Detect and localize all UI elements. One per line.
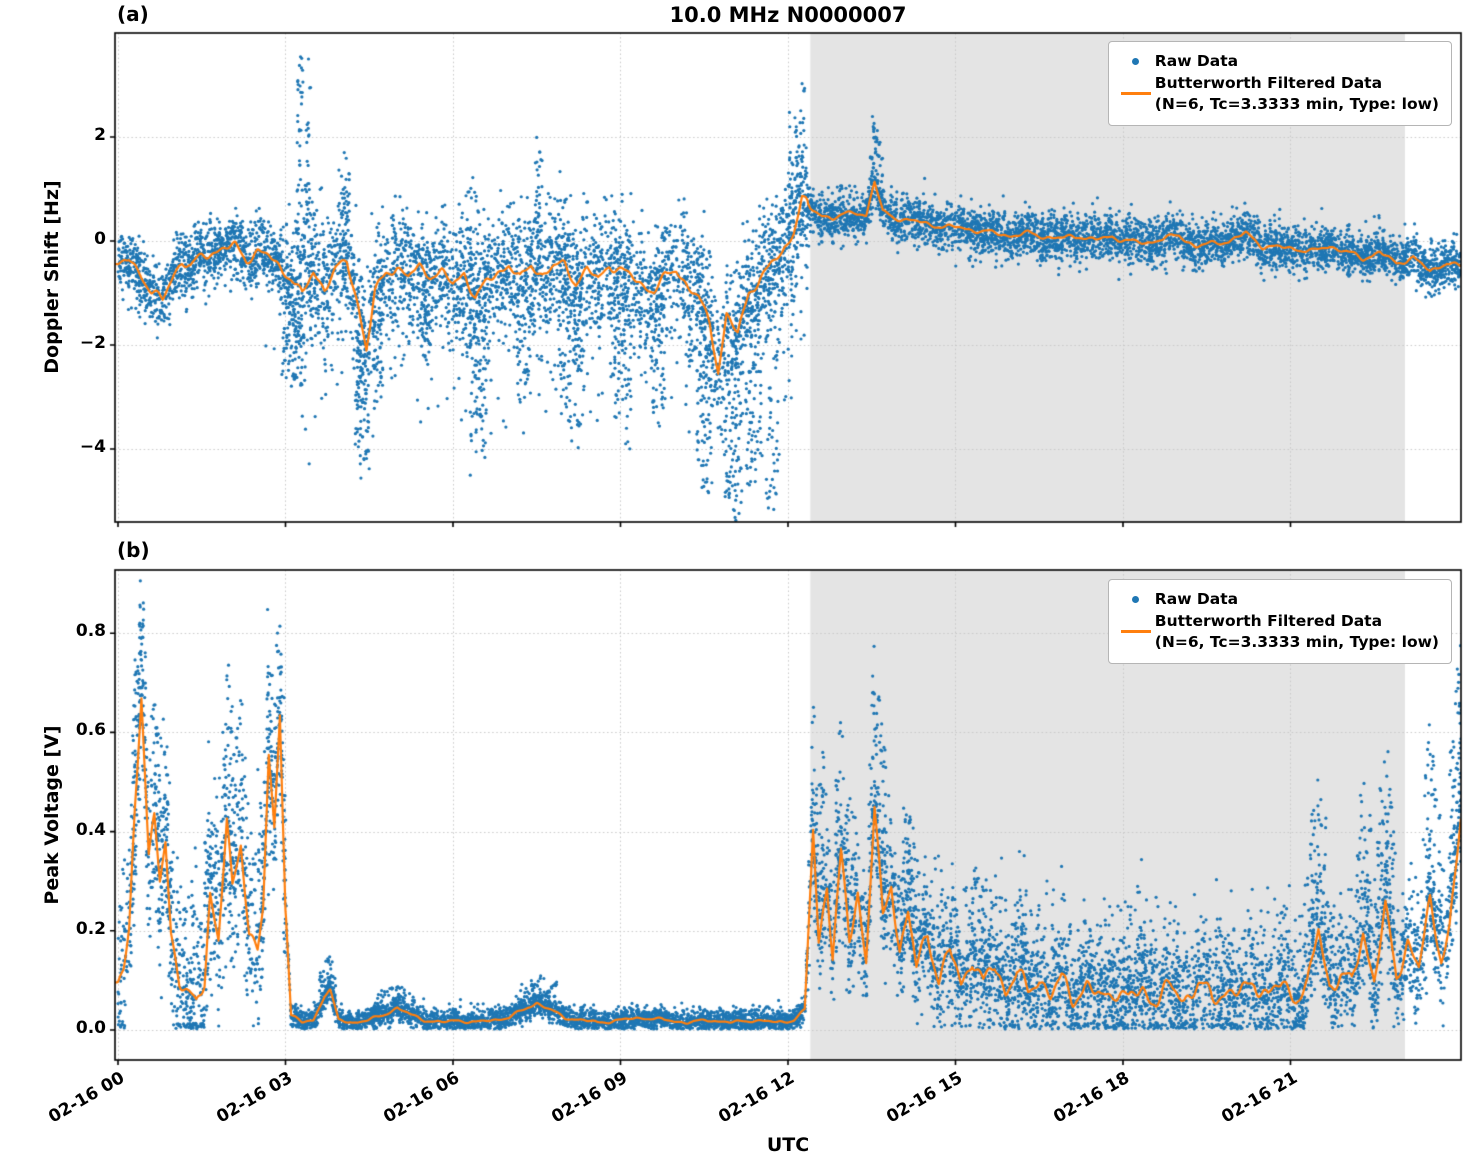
legend-filtered-label: Butterworth Filtered Data [1154,612,1383,631]
y-tick-label: 0.4 [75,819,106,840]
y-tick-label: −4 [79,437,106,457]
filtered-line-marker-icon [1117,630,1155,634]
y-tick-label: 0.8 [75,621,106,642]
legend-entry-filtered: Butterworth Filtered Data (N=6, Tc=3.333… [1117,73,1439,114]
legend-filtered-sublabel: (N=6, Tc=3.3333 min, Type: low) [1154,632,1439,651]
x-axis-label: UTC [766,1134,810,1156]
y-tick-label: 0 [94,229,106,249]
chart-title: 10.0 MHz N0000007 [669,3,907,27]
panel-b-label: (b) [117,538,150,562]
y-axis-label-voltage: Peak Voltage [V] [41,725,63,905]
legend-filtered-label: Butterworth Filtered Data [1154,74,1383,93]
legend-filtered-sublabel: (N=6, Tc=3.3333 min, Type: low) [1154,94,1439,113]
legend-panel-b: Raw Data Butterworth Filtered Data (N=6,… [1107,579,1452,665]
legend-raw-label: Raw Data [1154,52,1239,70]
y-tick-label: 0.6 [75,720,106,741]
legend-entry-raw: Raw Data [1117,589,1439,609]
legend-entry-filtered: Butterworth Filtered Data (N=6, Tc=3.333… [1117,611,1439,652]
y-tick-label: 0.2 [75,918,106,939]
legend-panel-a: Raw Data Butterworth Filtered Data (N=6,… [1107,41,1452,127]
legend-entry-raw: Raw Data [1117,51,1439,71]
panel-a-label: (a) [117,2,149,26]
y-tick-label: 2 [94,125,106,145]
filtered-line-marker-icon [1117,92,1155,96]
raw-data-marker-icon [1117,595,1155,603]
legend-raw-label: Raw Data [1154,590,1239,608]
y-tick-label: 0.0 [75,1018,106,1038]
y-tick-label: −2 [79,333,106,353]
raw-data-marker-icon [1117,57,1155,65]
